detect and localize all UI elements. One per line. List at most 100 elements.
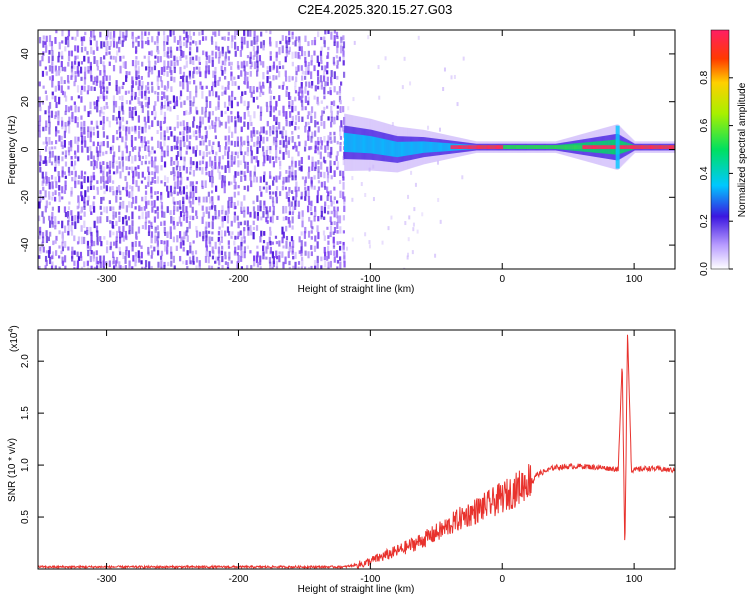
noise-cell — [246, 245, 250, 249]
noise-cell — [42, 141, 45, 145]
noise-cell — [106, 40, 109, 47]
noise-cell — [217, 216, 220, 220]
noise-cell — [39, 250, 42, 254]
noise-cell — [319, 136, 322, 144]
noise-cell — [138, 256, 141, 263]
noise-cell — [55, 181, 58, 189]
signal-peak — [665, 145, 668, 150]
signal-peak — [606, 145, 609, 150]
noise-cell — [303, 266, 307, 269]
noise-cell — [87, 70, 90, 74]
noise-cell — [218, 161, 221, 169]
noise-cell — [140, 206, 143, 211]
noise-cell — [236, 30, 239, 36]
noise-cell — [175, 165, 178, 171]
noise-cell — [121, 166, 124, 173]
noise-cell — [127, 216, 131, 221]
noise-cell — [51, 211, 54, 219]
signal-core — [435, 142, 438, 152]
noise-cell — [211, 181, 214, 188]
noise-cell — [105, 180, 108, 184]
noise-cell — [297, 266, 300, 269]
noise-cell — [172, 166, 175, 175]
noise-cell — [262, 161, 265, 167]
signal-peak — [535, 145, 538, 150]
noise-cell — [45, 141, 48, 147]
noise-cell — [148, 60, 151, 68]
noise-cell — [236, 265, 239, 269]
signal-peak — [572, 145, 575, 150]
noise-cell — [83, 196, 86, 204]
noise-cell — [230, 220, 233, 227]
noise-cell — [70, 210, 73, 216]
noise-cell — [288, 205, 292, 214]
noise-cell — [81, 145, 84, 153]
noise-cell — [170, 191, 173, 197]
signal-peak — [589, 145, 592, 150]
noise-cell — [327, 235, 330, 239]
noise-cell — [163, 261, 166, 267]
noise-cell — [195, 66, 198, 70]
noise-cell — [42, 246, 45, 253]
signal-peak — [594, 145, 596, 150]
noise-cell — [47, 236, 51, 242]
snr-xlabel: Height of straight line (km) — [298, 584, 415, 595]
noise-cell — [364, 192, 367, 197]
signal-peak — [592, 145, 595, 150]
noise-cell — [201, 205, 204, 211]
noise-cell — [304, 226, 307, 234]
noise-cell — [92, 30, 95, 38]
noise-cell — [96, 60, 99, 67]
noise-cell — [67, 106, 70, 113]
noise-cell — [240, 251, 243, 258]
noise-cell — [330, 105, 333, 113]
noise-cell — [316, 225, 319, 233]
signal-core — [355, 134, 358, 153]
noise-cell — [74, 45, 77, 52]
noise-cell — [327, 46, 330, 51]
signal-peak — [668, 145, 671, 150]
noise-cell — [288, 46, 291, 52]
noise-cell — [182, 236, 185, 242]
noise-cell — [195, 165, 198, 171]
signal-peak — [553, 145, 556, 150]
noise-cell — [351, 197, 354, 202]
noise-cell — [96, 106, 99, 113]
noise-cell — [323, 235, 326, 241]
noise-cell — [317, 216, 320, 222]
noise-cell — [84, 66, 87, 73]
noise-cell — [122, 125, 125, 131]
noise-cell — [80, 76, 83, 81]
noise-cell — [173, 190, 176, 195]
noise-cell — [179, 156, 183, 161]
noise-cell — [150, 50, 153, 57]
noise-cell — [272, 210, 275, 216]
noise-cell — [115, 130, 119, 135]
noise-cell — [272, 205, 275, 211]
signal-core — [436, 142, 439, 152]
noise-cell — [338, 245, 342, 251]
noise-cell — [322, 75, 326, 82]
noise-cell — [224, 230, 227, 237]
noise-cell — [339, 130, 342, 137]
noise-cell — [112, 155, 115, 163]
noise-cell — [50, 141, 54, 145]
noise-cell — [50, 40, 54, 47]
noise-cell — [236, 155, 240, 159]
noise-cell — [93, 240, 96, 247]
noise-cell — [323, 246, 326, 254]
noise-cell — [102, 161, 105, 165]
signal-core — [424, 141, 426, 153]
noise-cell — [119, 201, 122, 209]
noise-cell — [313, 36, 317, 41]
noise-cell — [221, 205, 224, 211]
noise-cell — [63, 140, 66, 148]
noise-cell — [281, 185, 285, 191]
noise-cell — [96, 236, 99, 245]
noise-cell — [329, 225, 333, 232]
noise-cell — [163, 141, 166, 147]
noise-cell — [195, 91, 198, 98]
noise-cell — [122, 225, 125, 232]
noise-cell — [70, 66, 74, 73]
noise-cell — [294, 51, 297, 59]
